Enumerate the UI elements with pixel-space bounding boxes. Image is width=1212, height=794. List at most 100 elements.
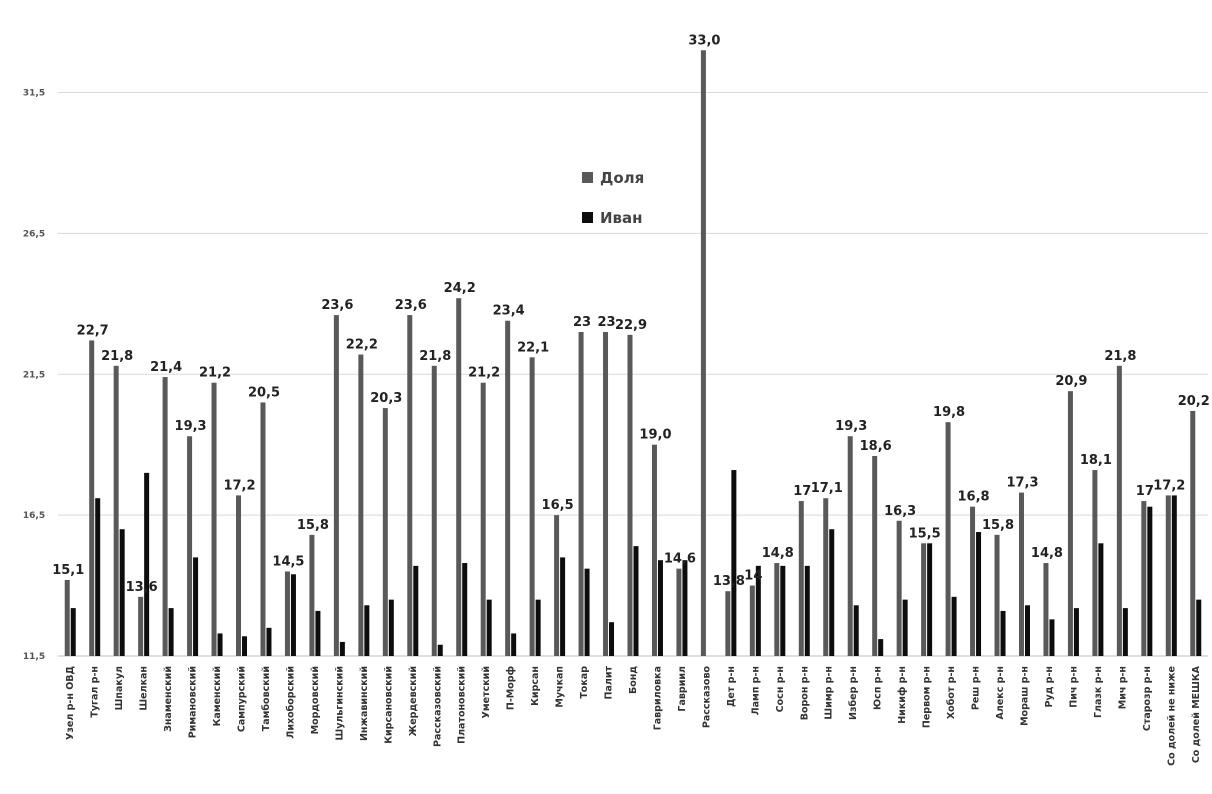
bar-dolya (284, 571, 290, 656)
bar-dolya (187, 436, 193, 656)
bar-ivan (511, 633, 517, 656)
x-tick-label: Юсп р-н (873, 666, 884, 710)
bar-dolya (480, 382, 486, 656)
bar-dolya (700, 50, 706, 657)
bar-ivan (1000, 610, 1006, 656)
data-label: 20,5 (248, 385, 280, 400)
bar-ivan (584, 568, 590, 656)
x-tick-label: Ламп р-н (750, 666, 761, 715)
bar-ivan (70, 608, 76, 656)
bar-dolya (994, 534, 1000, 656)
bar-dolya (945, 422, 951, 656)
bar-ivan (1171, 495, 1177, 656)
data-label: 22,9 (615, 318, 647, 333)
bar-dolya (578, 332, 584, 656)
bar-dolya (64, 579, 70, 656)
x-tick-label: Шимр р-н (824, 666, 835, 720)
legend-swatch (582, 172, 593, 183)
bar-ivan (266, 627, 272, 656)
bar-ivan (804, 565, 810, 656)
bar-ivan (217, 633, 223, 656)
data-label: 23,4 (493, 304, 525, 319)
data-label: 16,3 (884, 504, 916, 519)
bar-ivan (535, 599, 541, 656)
data-labels: 15,1 22,7 21,8 13,6 21,4 19,3 21,2 17,2 20,5 14,5… (52, 33, 1210, 595)
data-label: 21,2 (468, 366, 500, 381)
data-label: 14,8 (762, 546, 794, 561)
data-label: 14,5 (272, 554, 304, 569)
data-label: 20,3 (370, 391, 402, 406)
x-tick-label: Никиф р-н (897, 666, 908, 724)
data-label: 19,0 (639, 428, 671, 443)
bar-ivan (462, 563, 468, 656)
x-tick-label: Инжавинский (359, 666, 370, 741)
legend: Доля Иван (582, 169, 644, 227)
bar-ivan (682, 560, 688, 656)
bar-dolya (847, 436, 853, 656)
bar-ivan (315, 610, 321, 656)
bar-ivan (242, 636, 248, 656)
legend-label: Доля (600, 169, 644, 187)
bar-dolya (823, 498, 829, 656)
data-label: 21,8 (101, 349, 133, 364)
data-label: 15,8 (297, 518, 329, 533)
bar-ivan (486, 599, 492, 656)
bar-ivan (609, 622, 615, 656)
data-label: 19,8 (933, 405, 965, 420)
x-tick-label: Избер р-н (848, 666, 859, 720)
x-tick-label: Тамбовский (261, 666, 272, 731)
x-tick-label: Ворон р-н (799, 666, 810, 720)
legend-swatch (582, 212, 593, 223)
bar-ivan (168, 608, 174, 656)
bar-dolya (1043, 563, 1049, 656)
bar-dolya (236, 495, 242, 656)
data-label: 15,1 (52, 563, 84, 578)
data-label: 14,6 (664, 552, 696, 567)
x-tick-label: Глазк р-н (1093, 666, 1104, 718)
x-tick-label: Мордовский (310, 666, 321, 734)
data-label: 19,3 (175, 419, 207, 434)
bar-dolya (309, 534, 315, 656)
x-tick-label: Шульгинский (334, 666, 345, 740)
y-tick-label: 26,5 (23, 229, 45, 239)
data-label: 33,0 (688, 33, 720, 48)
bar-ivan (1024, 605, 1030, 656)
data-label: 15,5 (909, 526, 941, 541)
data-label: 24,2 (444, 281, 476, 296)
bar-dolya (505, 320, 511, 656)
bar-dolya (554, 515, 560, 656)
legend-label: Иван (600, 209, 643, 227)
bar-dolya (1067, 391, 1073, 656)
bar-ivan (755, 565, 761, 656)
bar-dolya (970, 506, 976, 656)
bar-dolya (113, 365, 119, 656)
bar-dolya (627, 334, 633, 656)
x-tick-label: Со долей МЕШКА (1191, 665, 1202, 763)
data-label: 21,4 (150, 360, 182, 375)
bar-ivan (976, 532, 982, 656)
bar-dolya (872, 455, 878, 656)
data-label: 23,6 (395, 298, 427, 313)
bar-ivan (144, 472, 150, 656)
data-label: 17,2 (1153, 478, 1185, 493)
x-tick-label: Первом р-н (922, 666, 933, 728)
x-tick-label: Знаменский (163, 666, 174, 732)
bar-dolya (529, 357, 535, 656)
x-tick-label: Шелкан (139, 666, 150, 711)
bar-ivan (633, 546, 639, 656)
y-axis: 11,5 16,5 21,5 26,5 31,5 (23, 89, 45, 662)
x-tick-label: Бонд (628, 666, 639, 694)
y-tick-label: 31,5 (23, 89, 45, 99)
bar-dolya (676, 568, 682, 656)
y-tick-label: 16,5 (23, 511, 45, 521)
x-tick-label: Алекс р-н (995, 666, 1006, 719)
data-label: 21,8 (419, 349, 451, 364)
data-label: 23 (597, 315, 615, 330)
bar-dolya (431, 365, 437, 656)
data-label: 14,8 (1031, 546, 1063, 561)
x-tick-label: Руд р-н (1044, 666, 1055, 707)
data-label: 17,3 (1006, 476, 1038, 491)
bar-ivan (1196, 599, 1202, 656)
x-tick-label: Гавриил (677, 666, 688, 712)
